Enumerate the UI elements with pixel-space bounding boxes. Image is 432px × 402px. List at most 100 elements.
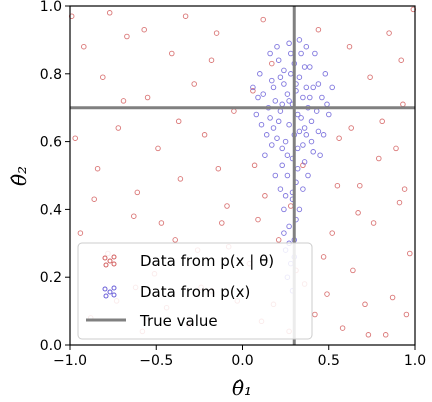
- blue-point-58: [262, 152, 268, 158]
- legend-box: [77, 242, 313, 340]
- blue-point-90: [310, 149, 316, 155]
- blue-point-6: [286, 121, 292, 128]
- red-point-17: [177, 176, 184, 182]
- blue-point-16: [298, 50, 304, 57]
- red-point-15: [134, 189, 141, 196]
- blue-point-33: [303, 43, 310, 50]
- blue-point-66: [303, 84, 310, 91]
- red-point-21: [336, 135, 342, 141]
- blue-point-21: [270, 125, 277, 131]
- red-point-5: [191, 81, 197, 87]
- red-point-22: [357, 182, 363, 189]
- red-point-53: [320, 254, 327, 260]
- blue-point-2: [284, 91, 291, 97]
- red-point-1: [100, 74, 106, 80]
- red-point-10: [386, 30, 392, 36]
- blue-point-76: [277, 74, 284, 80]
- red-point-80: [334, 182, 341, 189]
- red-point-77: [250, 88, 256, 94]
- blue-point-60: [272, 172, 279, 179]
- blue-point-40: [315, 128, 322, 135]
- blue-point-30: [286, 40, 292, 47]
- blue-point-14: [269, 77, 275, 84]
- blue-point-71: [270, 84, 277, 91]
- red-point-34: [329, 230, 335, 236]
- red-point-64: [158, 220, 165, 226]
- red-point-78: [208, 57, 215, 63]
- red-point-37: [389, 294, 396, 301]
- blue-point-13: [310, 84, 316, 91]
- legend-label-blue: Data from p(x): [140, 283, 250, 301]
- red-point-61: [260, 16, 266, 23]
- red-point-23: [376, 155, 382, 162]
- y-tick-label: 1.0: [40, 0, 62, 15]
- blue-point-32: [274, 43, 280, 50]
- blue-point-70: [308, 118, 315, 125]
- blue-point-75: [301, 64, 308, 70]
- blue-point-57: [317, 152, 323, 158]
- axis-ticks: −1.0 −0.5 0.0 0.5 1.0 0.0 0.2 0.4 0.6 0.8 1.0: [40, 0, 426, 369]
- red-point-60: [182, 13, 189, 19]
- red-point-83: [255, 216, 261, 223]
- red-point-0: [81, 43, 87, 50]
- red-point-25: [77, 230, 84, 236]
- blue-point-18: [307, 64, 313, 70]
- red-point-81: [348, 125, 354, 131]
- legend-marker-blue: [102, 285, 117, 299]
- x-tick-label: 0.5: [318, 353, 340, 369]
- red-point-72: [141, 26, 147, 33]
- red-point-65: [215, 165, 222, 172]
- blue-point-88: [255, 94, 261, 101]
- red-point-56: [262, 193, 268, 199]
- blue-point-94: [303, 132, 310, 138]
- red-point-50: [403, 311, 410, 318]
- blue-point-62: [281, 81, 287, 87]
- red-point-29: [172, 237, 178, 243]
- x-axis-label: θ̂₁: [232, 376, 252, 400]
- y-tick-label: 0.2: [40, 270, 62, 286]
- blue-point-77: [307, 94, 313, 101]
- red-point-85: [175, 118, 182, 125]
- red-point-9: [367, 74, 373, 80]
- red-point-36: [370, 220, 377, 226]
- red-point-48: [362, 301, 368, 308]
- legend-label-red: Data from p(x | θ): [140, 252, 274, 270]
- red-point-47: [339, 325, 346, 331]
- red-point-68: [91, 196, 97, 202]
- blue-point-28: [260, 91, 266, 97]
- blue-point-34: [257, 71, 263, 77]
- red-point-3: [144, 94, 151, 101]
- blue-point-39: [300, 186, 306, 192]
- x-tick-label: 0.0: [231, 353, 253, 369]
- red-point-63: [120, 98, 127, 104]
- legend: Data from p(x | θ) Data from p(x) True v…: [77, 242, 313, 340]
- red-point-46: [312, 311, 318, 318]
- red-point-67: [393, 145, 399, 152]
- blue-point-53: [250, 84, 256, 91]
- red-point-62: [379, 118, 385, 125]
- blue-point-35: [322, 71, 329, 77]
- blue-point-86: [258, 121, 265, 128]
- blue-point-52: [326, 111, 332, 118]
- red-point-74: [365, 332, 372, 338]
- red-point-66: [355, 210, 361, 216]
- blue-point-25: [301, 159, 308, 165]
- red-point-8: [346, 43, 353, 50]
- red-point-87: [401, 186, 408, 192]
- blue-point-44: [296, 206, 303, 213]
- blue-point-45: [286, 223, 292, 230]
- legend-label-true-value: True value: [139, 312, 218, 330]
- red-point-6: [213, 30, 220, 36]
- red-point-76: [269, 60, 275, 67]
- red-point-20: [251, 162, 258, 169]
- blue-point-68: [279, 145, 285, 152]
- red-point-75: [106, 10, 113, 16]
- red-point-59: [315, 26, 322, 33]
- red-point-35: [350, 267, 356, 274]
- red-point-70: [324, 291, 330, 297]
- blue-point-19: [282, 138, 289, 145]
- red-point-19: [224, 203, 230, 209]
- blue-point-36: [284, 172, 291, 179]
